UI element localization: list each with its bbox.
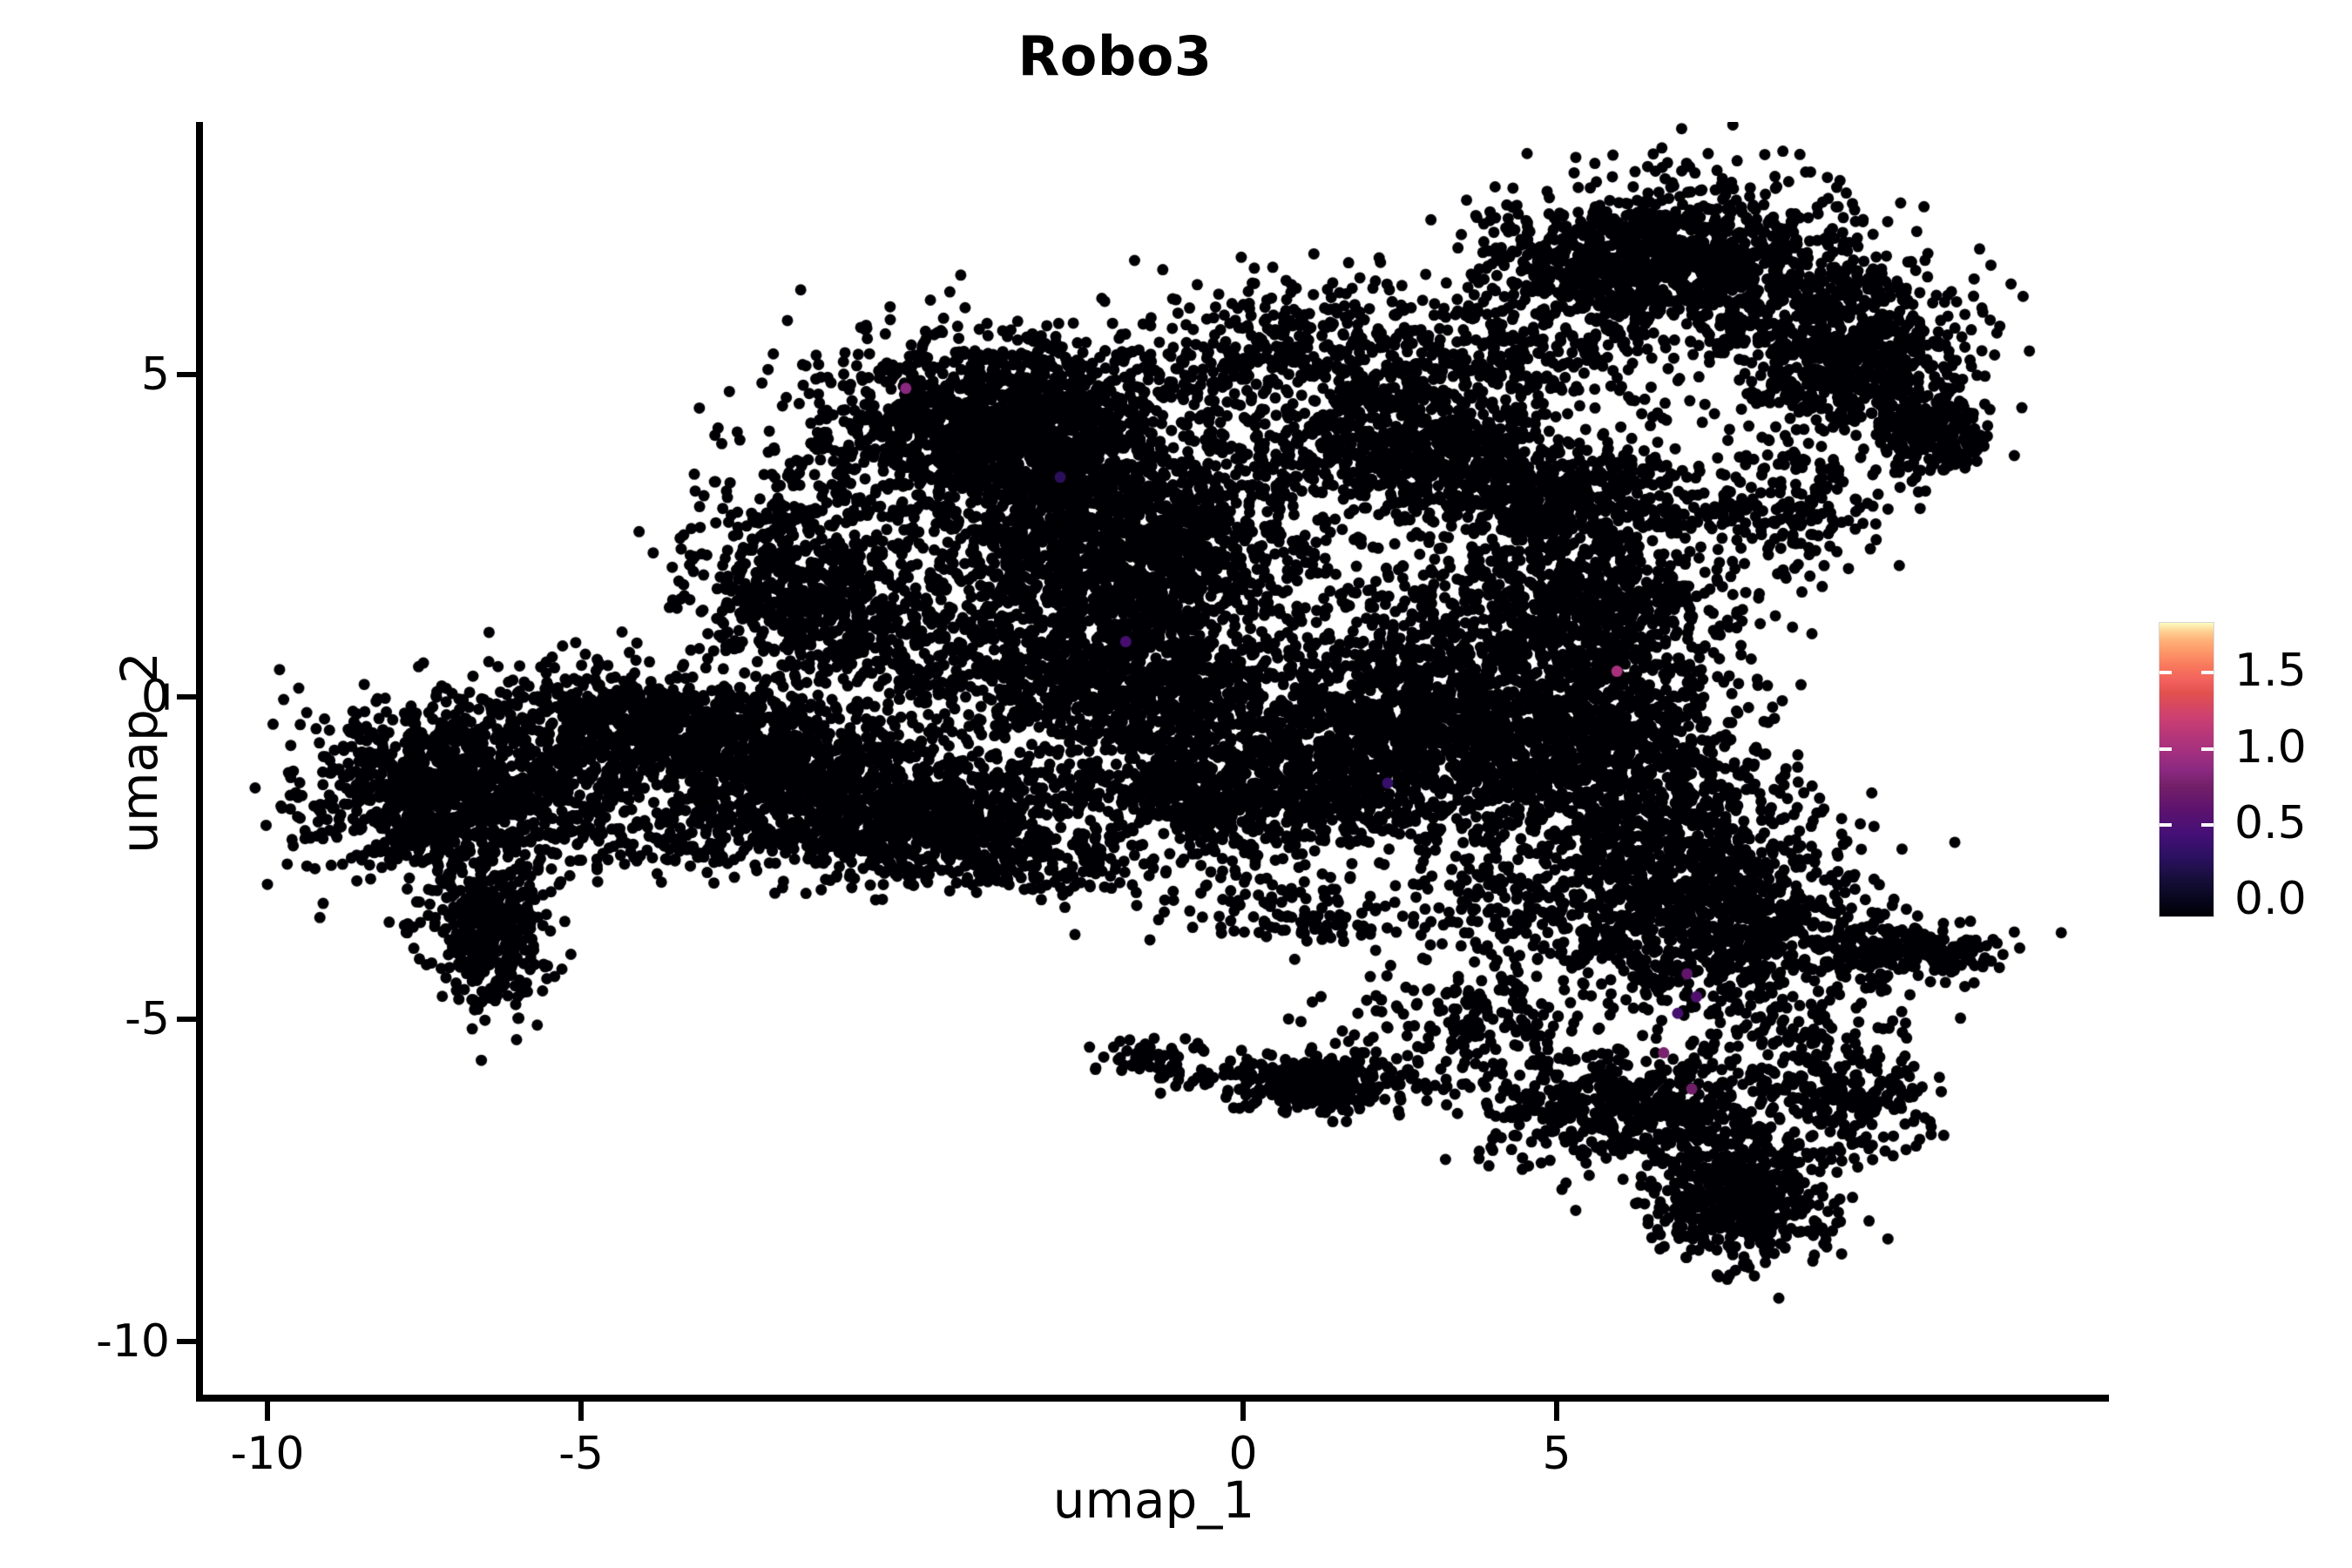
- x-tick-label-neg10: -10: [230, 1428, 305, 1480]
- x-tick-label-5: 5: [1542, 1428, 1571, 1480]
- colorbar-label-1-0: 1.0: [2234, 721, 2307, 774]
- x-tick-mark-neg5: [578, 1402, 584, 1421]
- colorbar-tick-0-5-right: [2201, 823, 2213, 827]
- y-tick-label-neg10: -10: [96, 1315, 170, 1368]
- x-axis-spine: [196, 1395, 2109, 1402]
- y-tick-mark-5: [177, 372, 196, 377]
- colorbar-tick-1-5-left: [2159, 671, 2172, 674]
- y-tick-mark-neg10: [177, 1339, 196, 1344]
- colorbar-tick-0-5-left: [2159, 823, 2172, 827]
- colorbar-tick-1-5-right: [2201, 671, 2213, 674]
- x-tick-label-neg5: -5: [558, 1428, 604, 1480]
- scatter-plot-area[interactable]: [199, 122, 2108, 1398]
- y-tick-label-neg5: -5: [125, 993, 170, 1045]
- x-tick-mark-5: [1554, 1402, 1559, 1421]
- y-tick-mark-neg5: [177, 1017, 196, 1022]
- scatter-points-canvas: [199, 122, 2108, 1398]
- x-tick-mark-0: [1240, 1402, 1246, 1421]
- colorbar-tick-1-0-left: [2159, 747, 2172, 751]
- colorbar-label-1-5: 1.5: [2234, 645, 2307, 697]
- colorbar-tick-1-0-right: [2201, 747, 2213, 751]
- y-tick-mark-0: [177, 694, 196, 700]
- colorbar-label-0-5: 0.5: [2234, 797, 2307, 849]
- y-tick-label-0: 0: [140, 671, 170, 723]
- x-tick-label-0: 0: [1228, 1428, 1258, 1480]
- page-title: Robo3: [1017, 24, 1213, 88]
- y-axis-spine: [196, 122, 203, 1402]
- x-tick-mark-neg10: [265, 1402, 270, 1421]
- y-tick-label-5: 5: [140, 348, 170, 401]
- x-axis-label: umap_1: [1052, 1470, 1255, 1530]
- y-axis-label: umap_2: [110, 652, 169, 854]
- colorbar-gradient: [2159, 623, 2213, 916]
- colorbar-label-0-0: 0.0: [2234, 873, 2307, 925]
